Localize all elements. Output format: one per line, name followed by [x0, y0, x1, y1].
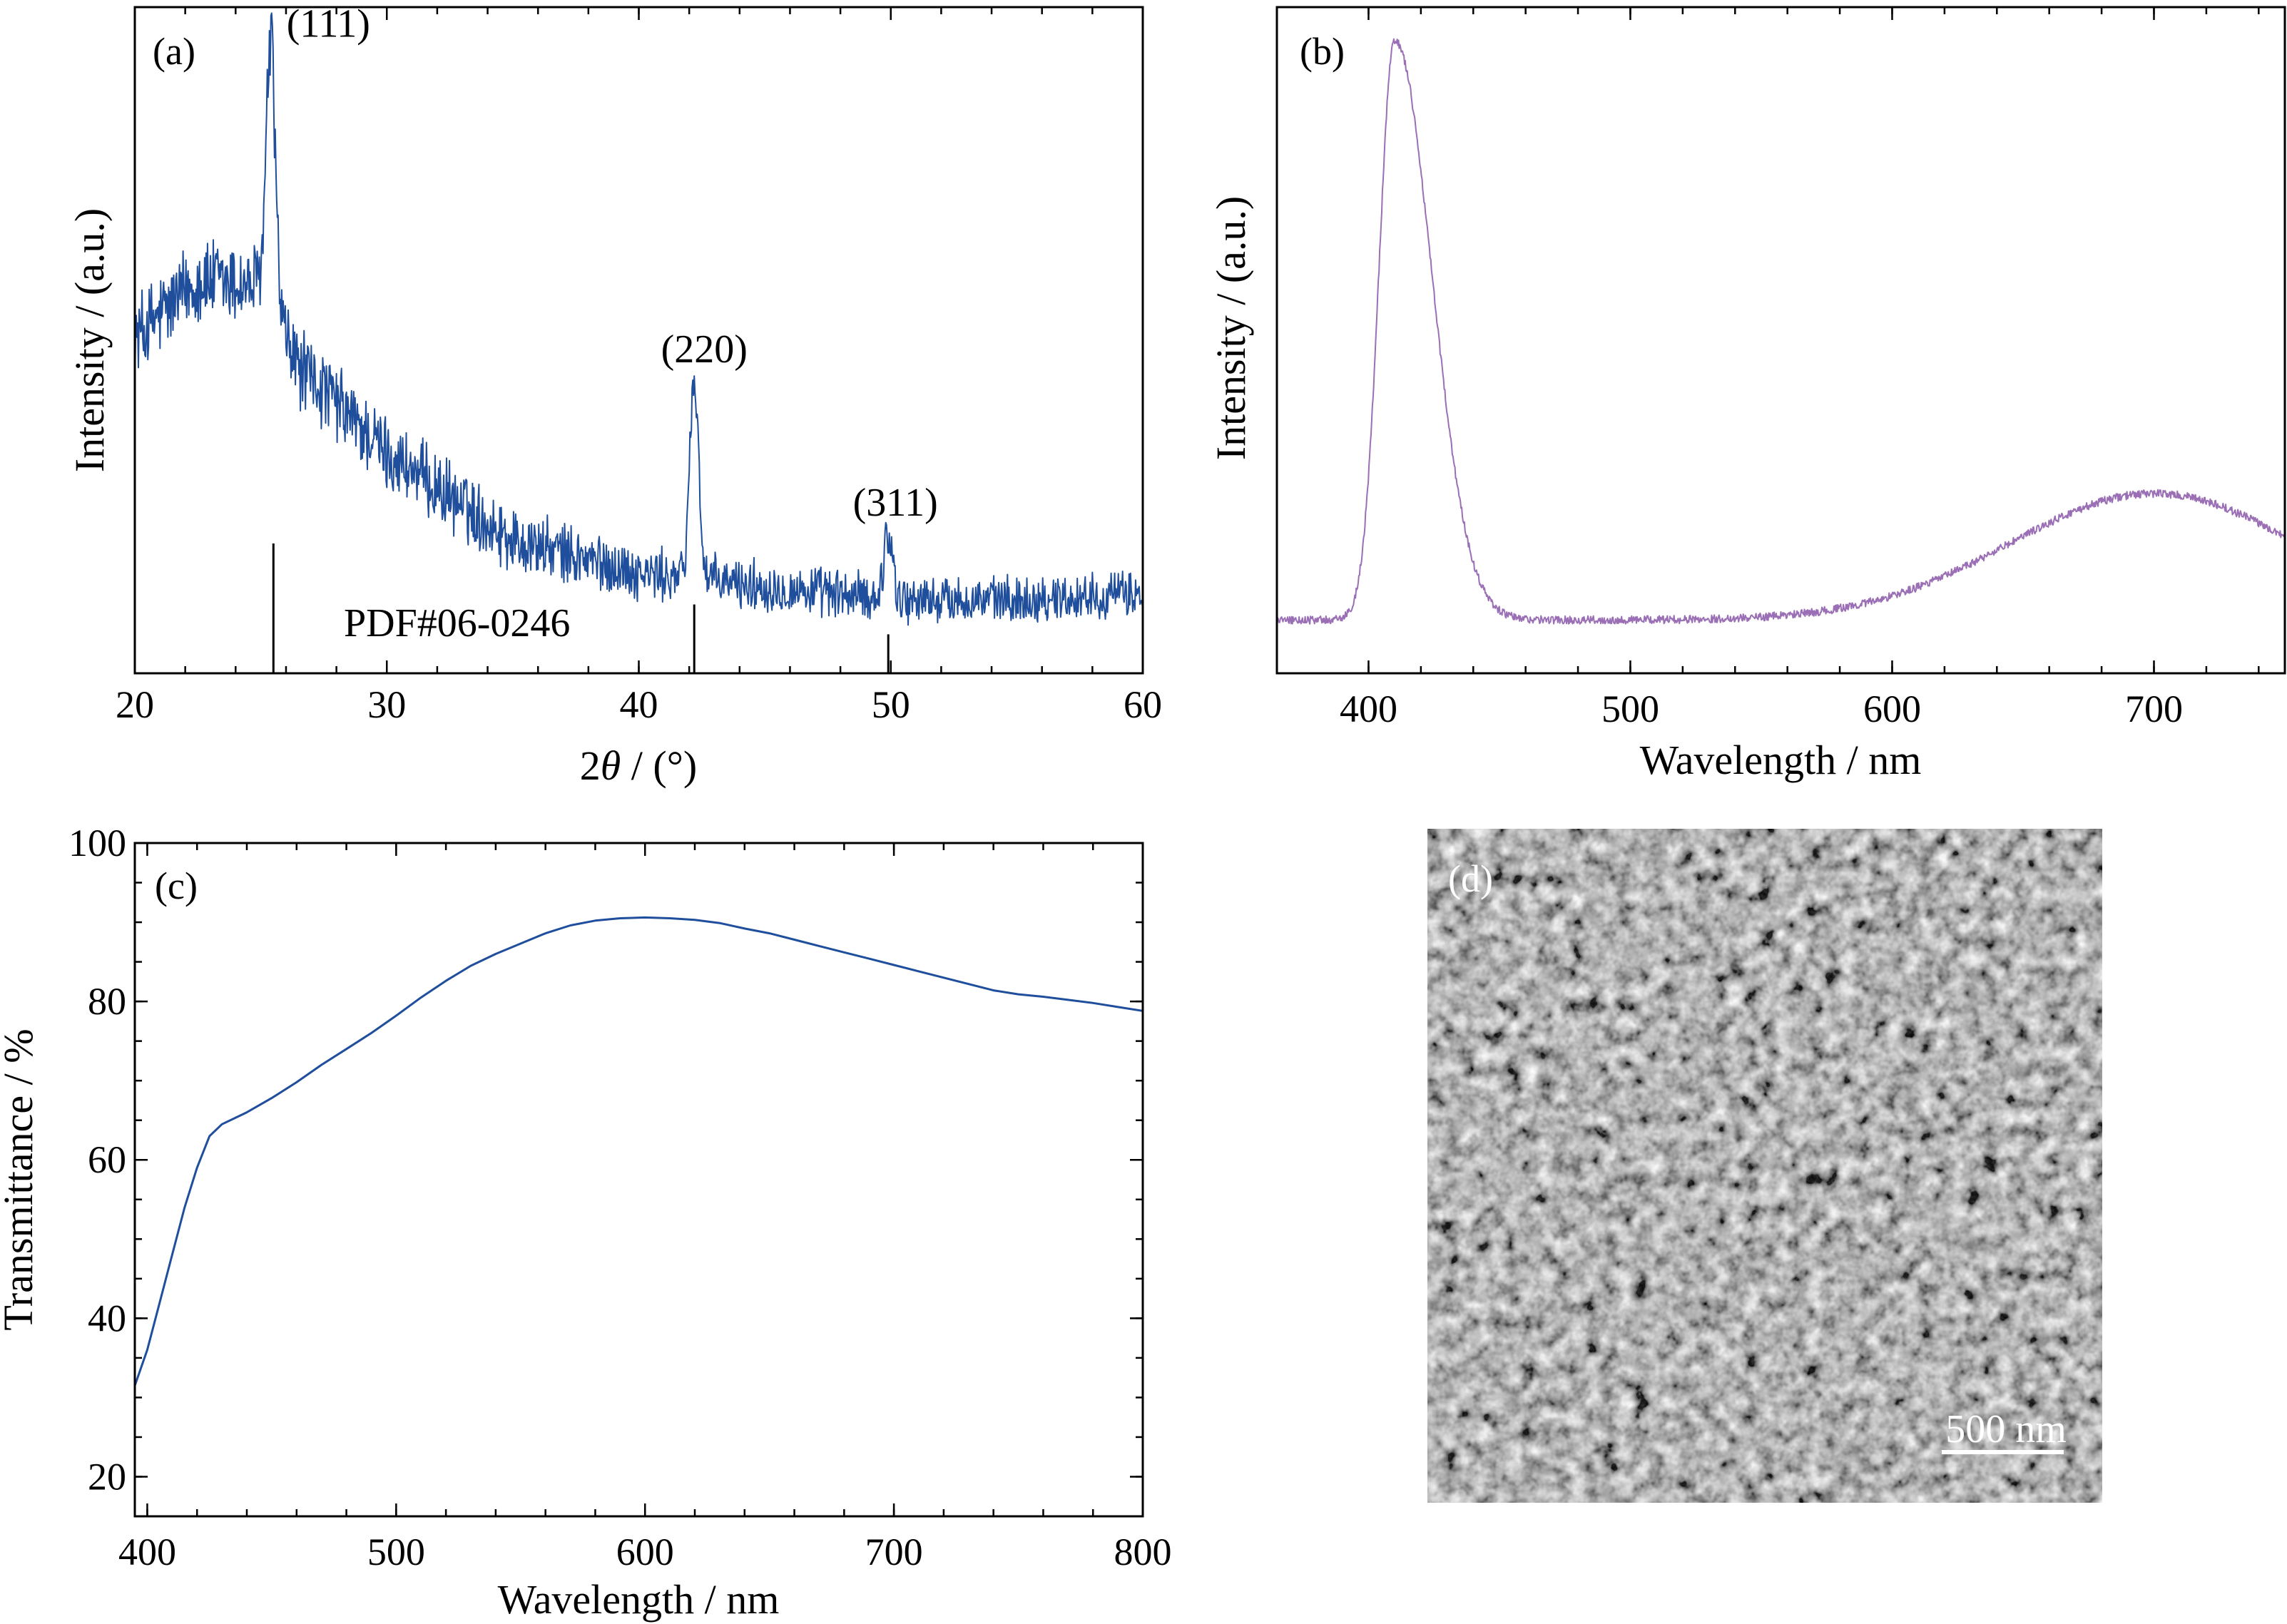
c-y-tick-label: 20 — [88, 1455, 126, 1498]
b-x-tick-label: 400 — [1340, 688, 1397, 730]
panel-d: (d) 500 nm — [1427, 829, 2102, 1503]
b-pl-spectrum-line — [1277, 38, 2285, 625]
c-panel-label: (c) — [155, 864, 198, 907]
b-x-tick-label: 700 — [2125, 688, 2183, 730]
b-panel-label: (b) — [1300, 30, 1345, 73]
a-xrd-pattern-line — [135, 12, 1143, 626]
panel-a: 20 30 40 50 60 (a) (111) (220) (311) PDF#06-… — [66, 2, 1162, 789]
panel-c: 400 500 600 700 800 20 40 60 80 100 (c) Wavelengt… — [0, 822, 1172, 1623]
c-y-tick-label: 60 — [88, 1138, 126, 1181]
a-x-axis-label: 2θ / (°) — [580, 742, 697, 789]
b-y-axis-label: Intensity / (a.u.) — [1208, 196, 1254, 460]
c-plot-frame — [133, 842, 1144, 1518]
c-axis-ticks: 400 500 600 700 800 20 40 60 80 100 — [68, 822, 1172, 1573]
c-y-tick-label: 80 — [88, 980, 126, 1023]
c-y-tick-label: 100 — [68, 822, 126, 864]
d-panel-label: (d) — [1448, 857, 1493, 900]
a-x-tick-label: 50 — [872, 683, 910, 726]
c-y-tick-label: 40 — [88, 1297, 126, 1339]
c-transmittance-line — [135, 916, 1143, 1386]
a-panel-label: (a) — [153, 30, 195, 73]
a-y-axis-label: Intensity / (a.u.) — [66, 208, 113, 472]
c-x-tick-label: 400 — [118, 1531, 176, 1573]
c-x-tick-label: 500 — [367, 1531, 425, 1573]
c-x-tick-label: 600 — [616, 1531, 674, 1573]
c-x-tick-label: 700 — [865, 1531, 923, 1573]
a-reference-lines — [272, 543, 890, 673]
b-x-tick-label: 500 — [1601, 688, 1659, 730]
a-x-tick-label: 60 — [1124, 683, 1162, 726]
b-plot-frame — [1275, 6, 2286, 675]
d-sem-fine-texture — [1427, 829, 2102, 1503]
a-reference-label: PDF#06-0246 — [344, 601, 570, 645]
a-peak-label-111: (111) — [287, 2, 370, 46]
c-y-axis-label: Transmittance / % — [0, 1028, 41, 1330]
b-x-ticks: 400 500 600 700 — [1340, 7, 2260, 730]
a-peak-label-311: (311) — [853, 481, 938, 525]
c-x-tick-label: 800 — [1114, 1531, 1172, 1573]
b-x-tick-label: 600 — [1863, 688, 1921, 730]
a-x-tick-label: 30 — [367, 683, 406, 726]
c-x-axis-label: Wavelength / nm — [498, 1576, 780, 1623]
panel-b: 400 500 600 700 (b) Wavelength / nm Intensi… — [1208, 6, 2286, 783]
d-scale-bar-label: 500 nm — [1945, 1407, 2067, 1451]
a-x-tick-label: 20 — [116, 683, 154, 726]
a-peak-label-220: (220) — [661, 327, 748, 372]
a-x-ticks: 20 30 40 50 60 — [116, 7, 1162, 726]
a-x-tick-label: 40 — [620, 683, 658, 726]
b-x-axis-label: Wavelength / nm — [1640, 737, 1922, 783]
